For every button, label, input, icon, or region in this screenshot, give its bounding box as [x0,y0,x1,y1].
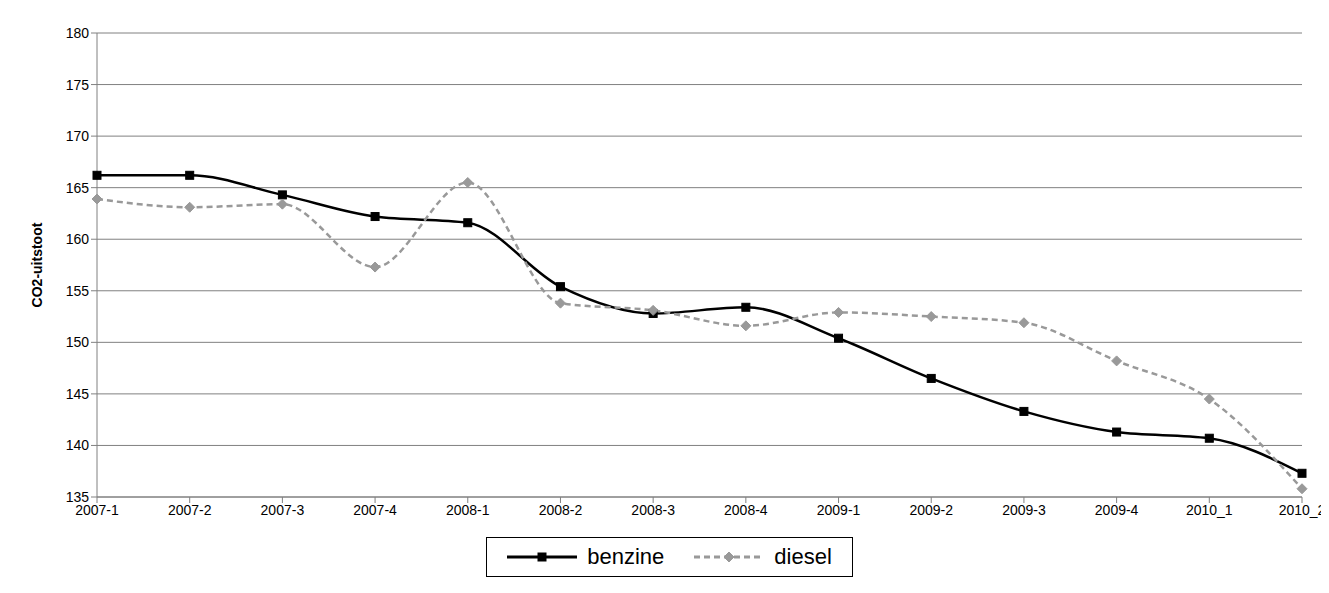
svg-text:2009-3: 2009-3 [1002,502,1046,518]
html-text:diesel: diesel [774,544,832,569]
svg-text:155: 155 [66,283,90,299]
svg-text:180: 180 [66,25,90,41]
svg-text:160: 160 [66,231,90,247]
svg-text:170: 170 [66,128,90,144]
svg-text:2007-3: 2007-3 [261,502,305,518]
svg-text:145: 145 [66,386,90,402]
svg-text:2007-2: 2007-2 [168,502,212,518]
svg-text:2008-3: 2008-3 [631,502,675,518]
svg-text:2008-2: 2008-2 [539,502,583,518]
svg-text:2007-4: 2007-4 [353,502,397,518]
svg-text:CO2-uitstoot: CO2-uitstoot [29,222,45,307]
svg-text:2008-1: 2008-1 [446,502,490,518]
svg-text:175: 175 [66,77,90,93]
svg-text:2010_1: 2010_1 [1186,502,1233,518]
svg-text:165: 165 [66,180,90,196]
svg-text:140: 140 [66,437,90,453]
svg-text:2009-2: 2009-2 [909,502,953,518]
svg-text:135: 135 [66,489,90,505]
svg-text:2009-4: 2009-4 [1095,502,1139,518]
svg-text:2010_2: 2010_2 [1279,502,1321,518]
svg-text:2009-1: 2009-1 [817,502,861,518]
svg-text:150: 150 [66,334,90,350]
svg-text:2007-1: 2007-1 [75,501,119,518]
svg-text:2008-4: 2008-4 [724,502,768,518]
html-text:benzine: benzine [587,544,665,569]
